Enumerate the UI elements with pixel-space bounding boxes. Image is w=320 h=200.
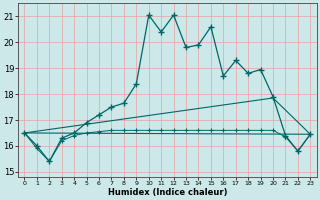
X-axis label: Humidex (Indice chaleur): Humidex (Indice chaleur) [108,188,227,197]
